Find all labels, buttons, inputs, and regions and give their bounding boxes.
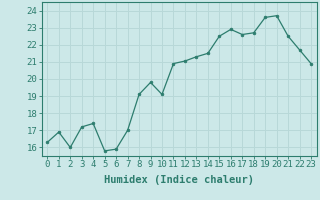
X-axis label: Humidex (Indice chaleur): Humidex (Indice chaleur) bbox=[104, 175, 254, 185]
